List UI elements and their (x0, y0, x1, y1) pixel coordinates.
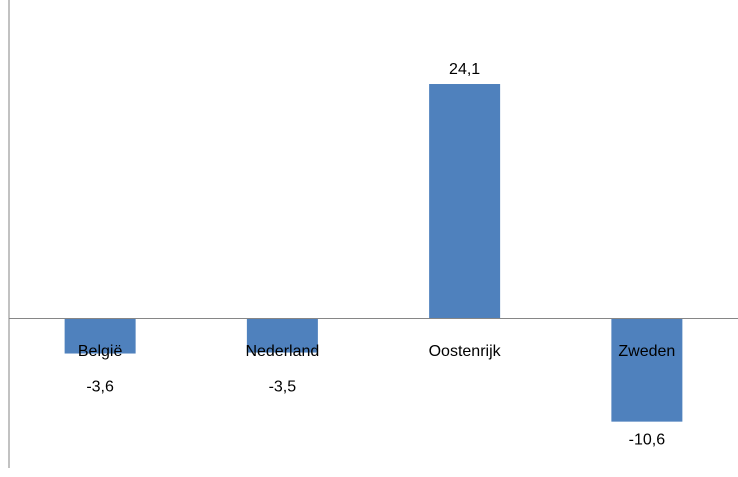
data-label-zweden: -10,6 (629, 432, 666, 449)
category-label-oostenrijk: Oostenrijk (429, 343, 502, 360)
bar-nederland (246, 318, 318, 353)
data-label-oostenrijk: 24,1 (449, 61, 480, 78)
bar-zweden (611, 318, 683, 422)
category-label-belgie: België (78, 343, 123, 360)
category-label-zweden: Zweden (618, 343, 675, 360)
data-label-nederland: -3,5 (269, 379, 297, 396)
category-label-nederland: Nederland (245, 343, 319, 360)
bar-belgie (64, 318, 136, 354)
data-label-belgie: -3,6 (86, 379, 114, 396)
bar-oostenrijk (429, 84, 501, 319)
